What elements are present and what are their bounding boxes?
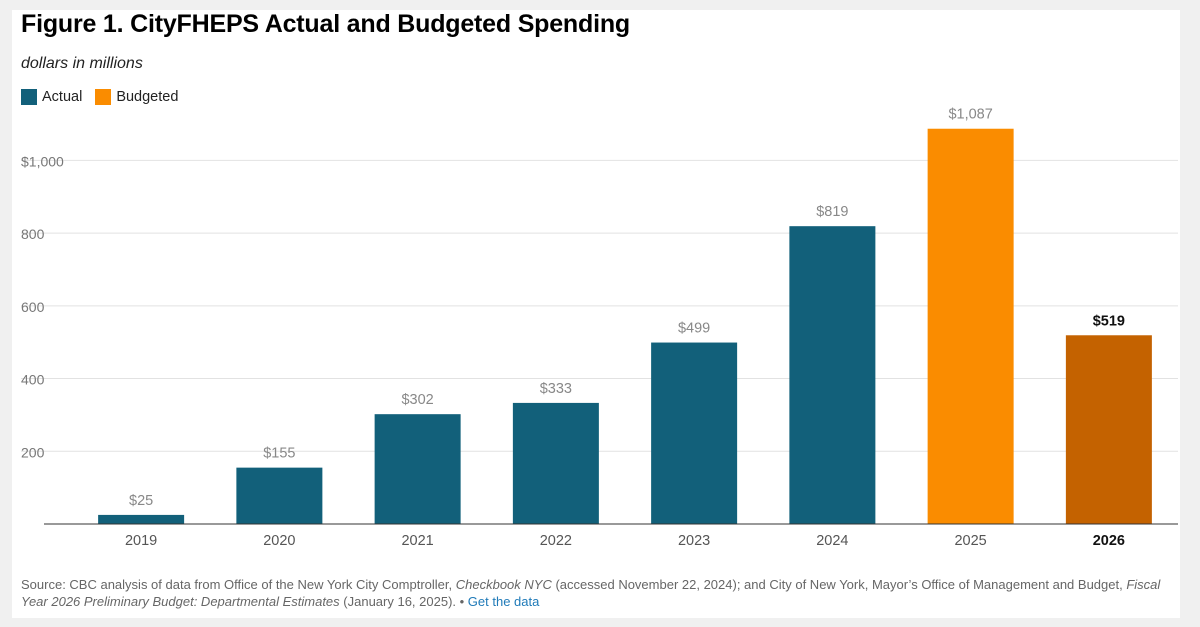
bar-2019 bbox=[98, 514, 185, 524]
bar-2020 bbox=[236, 467, 323, 524]
source-note: Source: CBC analysis of data from Office… bbox=[21, 577, 1171, 610]
data-label-2023: $499 bbox=[678, 321, 710, 337]
bar-2022 bbox=[512, 402, 599, 524]
legend-swatch-actual bbox=[21, 89, 37, 105]
x-tick-label-2019: 2019 bbox=[125, 533, 157, 549]
x-tick-label-2022: 2022 bbox=[540, 533, 572, 549]
data-label-2019: $25 bbox=[129, 493, 153, 509]
x-tick-label-2023: 2023 bbox=[678, 533, 710, 549]
y-tick-label-200: 200 bbox=[21, 444, 45, 460]
legend-item-budgeted: Budgeted bbox=[95, 89, 178, 105]
bar-2025 bbox=[927, 128, 1014, 524]
chart-subtitle: dollars in millions bbox=[21, 55, 143, 72]
source-title-checkbook: Checkbook NYC bbox=[455, 577, 552, 592]
get-the-data-link[interactable]: Get the data bbox=[467, 593, 540, 609]
data-label-2026: $519 bbox=[1093, 313, 1125, 329]
bar-2024 bbox=[789, 226, 876, 524]
data-label-2021: $302 bbox=[401, 392, 433, 408]
source-text-prefix: Source: CBC analysis of data from Office… bbox=[21, 577, 456, 592]
x-tick-label-2021: 2021 bbox=[401, 533, 433, 549]
x-tick-label-2026: 2026 bbox=[1093, 533, 1125, 549]
legend-swatch-budgeted bbox=[95, 89, 112, 105]
bar-2026 bbox=[1065, 335, 1152, 524]
chart-title: Figure 1. CityFHEPS Actual and Budgeted … bbox=[21, 10, 630, 38]
source-text-middle: (accessed November 22, 2024); and City o… bbox=[551, 577, 1127, 592]
x-tick-label-2024: 2024 bbox=[816, 533, 848, 549]
x-tick-label-2025: 2025 bbox=[954, 533, 986, 549]
legend: Actual Budgeted bbox=[21, 89, 191, 105]
y-tick-label-800: 800 bbox=[21, 226, 45, 242]
source-text-suffix: (January 16, 2025). • bbox=[339, 593, 468, 609]
data-label-2022: $333 bbox=[540, 381, 572, 397]
data-label-2020: $155 bbox=[263, 446, 295, 462]
legend-item-actual: Actual bbox=[21, 89, 82, 105]
source-title-budget: Fiscal Year 2026 Preliminary Budget: Dep… bbox=[21, 577, 1161, 609]
y-tick-label-400: 400 bbox=[21, 372, 45, 388]
data-label-2024: $819 bbox=[816, 204, 848, 220]
legend-label-actual: Actual bbox=[42, 89, 83, 105]
x-tick-label-2020: 2020 bbox=[263, 533, 295, 549]
bar-2023 bbox=[651, 342, 738, 524]
legend-label-budgeted: Budgeted bbox=[116, 89, 179, 105]
bar-2021 bbox=[374, 414, 461, 524]
data-label-2025: $1,087 bbox=[948, 107, 992, 123]
y-tick-label-600: 600 bbox=[21, 299, 45, 315]
y-tick-label-1000: $1,000 bbox=[21, 153, 64, 169]
